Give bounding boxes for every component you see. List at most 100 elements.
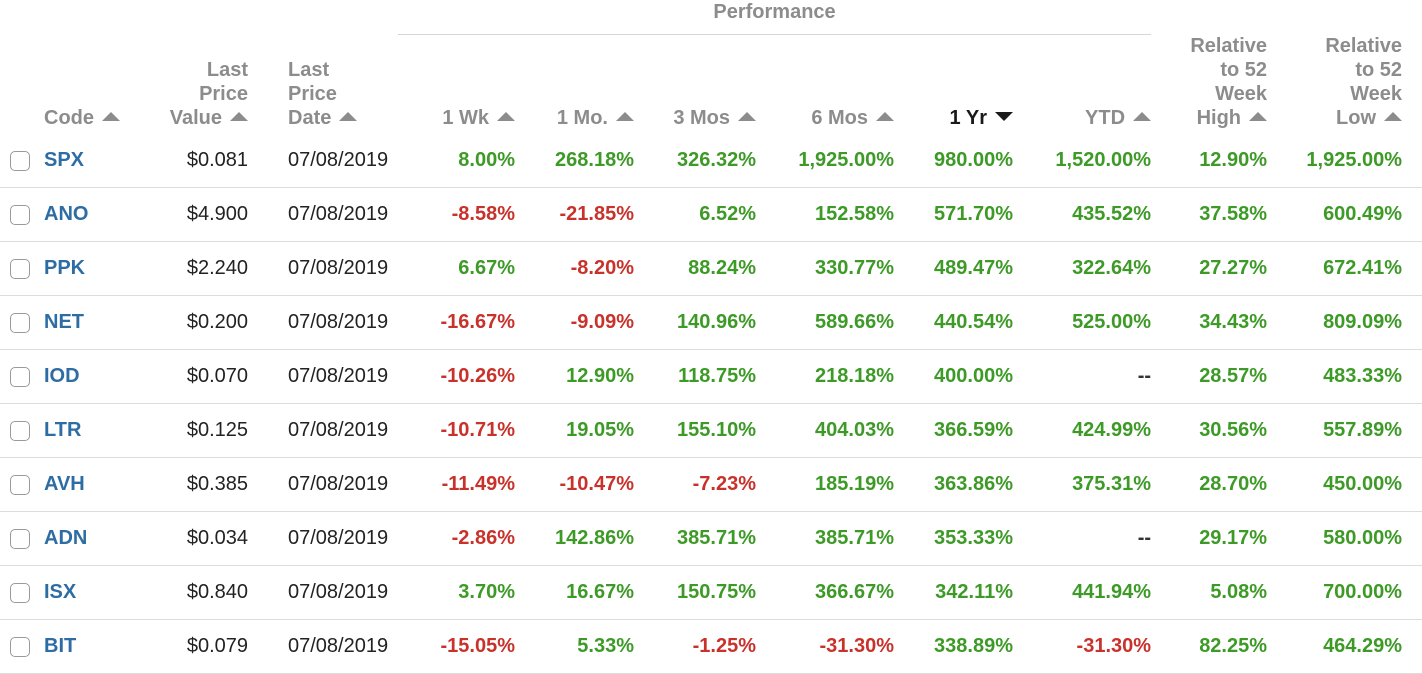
last-price-date-cell: 07/08/2019 — [248, 241, 398, 296]
code-link[interactable]: PPK — [44, 257, 86, 279]
row-checkbox[interactable] — [10, 528, 30, 549]
table-row: BIT $0.079 07/08/2019 -15.05% 5.33% -1.25% -31… — [0, 619, 1422, 674]
col-last-price-date[interactable]: Last Price Date — [248, 34, 398, 134]
sort-up-icon — [616, 112, 634, 122]
row-checkbox[interactable] — [10, 312, 30, 333]
cell-wk1: 8.00% — [398, 134, 515, 188]
col-1mo[interactable]: 1 Mo. — [515, 34, 634, 134]
cell-mo6: 385.71% — [756, 511, 894, 566]
table-row: ADN $0.034 07/08/2019 -2.86% 142.86% 385.71% 3… — [0, 511, 1422, 566]
last-price-value-cell: $0.200 — [134, 295, 248, 350]
cell-mo3: 326.32% — [634, 134, 756, 188]
row-spacer — [1402, 403, 1422, 458]
sort-down-icon — [995, 112, 1013, 122]
code-cell: PPK — [44, 241, 134, 296]
cell-wk1: -2.86% — [398, 511, 515, 566]
col-rel-low[interactable]: Relative to 52 Week Low — [1267, 34, 1403, 134]
code-link[interactable]: ADN — [44, 527, 88, 549]
col-6mos[interactable]: 6 Mos — [756, 34, 894, 134]
code-link[interactable]: IOD — [44, 365, 80, 387]
cell-mo1: 19.05% — [515, 403, 634, 458]
code-link[interactable]: NET — [44, 311, 84, 333]
last-price-date-cell: 07/08/2019 — [248, 349, 398, 404]
table-row: LTR $0.125 07/08/2019 -10.71% 19.05% 155.10% 4… — [0, 403, 1422, 458]
cell-ytd: 424.99% — [1013, 403, 1152, 458]
sort-up-icon — [102, 112, 120, 122]
code-link[interactable]: AVH — [44, 473, 85, 495]
last-price-value-cell: $0.034 — [134, 511, 248, 566]
row-checkbox-cell — [0, 619, 44, 674]
cell-wk1: -15.05% — [398, 619, 515, 674]
cell-mo6: 330.77% — [756, 241, 894, 296]
col-code[interactable]: Code — [44, 34, 134, 134]
cell-wk1: -10.71% — [398, 403, 515, 458]
row-checkbox[interactable] — [10, 258, 30, 279]
cell-low: 464.29% — [1267, 619, 1403, 674]
row-checkbox-cell — [0, 565, 44, 620]
cell-mo3: -7.23% — [634, 457, 756, 512]
code-cell: LTR — [44, 403, 134, 458]
col-code-label: Code — [44, 107, 94, 129]
last-price-value-cell: $2.240 — [134, 241, 248, 296]
row-spacer — [1402, 457, 1422, 512]
cell-ytd: 375.31% — [1013, 457, 1152, 512]
col-last-price-value[interactable]: Last Price Value — [134, 34, 248, 134]
cell-high: 12.90% — [1151, 134, 1268, 188]
row-checkbox[interactable] — [10, 420, 30, 441]
row-spacer — [1402, 565, 1422, 620]
row-checkbox-cell — [0, 511, 44, 566]
code-cell: ADN — [44, 511, 134, 566]
col-3mos[interactable]: 3 Mos — [634, 34, 756, 134]
cell-high: 5.08% — [1151, 565, 1268, 620]
cell-wk1: -11.49% — [398, 457, 515, 512]
sort-up-icon — [230, 112, 248, 122]
row-checkbox-cell — [0, 134, 44, 188]
row-checkbox[interactable] — [10, 474, 30, 495]
row-checkbox-cell — [0, 241, 44, 296]
cell-mo6: 185.19% — [756, 457, 894, 512]
code-link[interactable]: ANO — [44, 203, 89, 225]
row-checkbox[interactable] — [10, 366, 30, 387]
last-price-date-cell: 07/08/2019 — [248, 619, 398, 674]
col-1wk[interactable]: 1 Wk — [398, 34, 515, 134]
col-1wk-label: 1 Wk — [442, 107, 489, 129]
cell-ytd: -- — [1013, 511, 1152, 566]
row-spacer — [1402, 295, 1422, 350]
cell-ytd: 441.94% — [1013, 565, 1152, 620]
table-row: ISX $0.840 07/08/2019 3.70% 16.67% 150.75% 366… — [0, 565, 1422, 620]
code-link[interactable]: BIT — [44, 635, 77, 657]
code-link[interactable]: LTR — [44, 419, 82, 441]
cell-low: 450.00% — [1267, 457, 1403, 512]
cell-low: 1,925.00% — [1267, 134, 1403, 188]
cell-wk1: 3.70% — [398, 565, 515, 620]
cell-mo6: 404.03% — [756, 403, 894, 458]
col-1yr[interactable]: 1 Yr — [894, 34, 1013, 134]
cell-yr1: 440.54% — [894, 295, 1013, 350]
last-price-date-cell: 07/08/2019 — [248, 565, 398, 620]
sort-up-icon — [339, 112, 358, 122]
col-ytd[interactable]: YTD — [1013, 34, 1152, 134]
cell-mo6: 218.18% — [756, 349, 894, 404]
code-cell: AVH — [44, 457, 134, 512]
cell-high: 34.43% — [1151, 295, 1268, 350]
cell-yr1: 366.59% — [894, 403, 1013, 458]
row-checkbox[interactable] — [10, 204, 30, 225]
code-link[interactable]: SPX — [44, 149, 85, 171]
code-link[interactable]: ISX — [44, 581, 77, 603]
row-checkbox[interactable] — [10, 636, 30, 657]
col-rel-high[interactable]: Relative to 52 Week High — [1151, 34, 1268, 134]
cell-high: 28.70% — [1151, 457, 1268, 512]
row-checkbox[interactable] — [10, 582, 30, 603]
last-price-value-cell: $0.070 — [134, 349, 248, 404]
last-price-date-cell: 07/08/2019 — [248, 403, 398, 458]
cell-mo1: 5.33% — [515, 619, 634, 674]
row-checkbox[interactable] — [10, 150, 30, 171]
cell-mo3: 150.75% — [634, 565, 756, 620]
cell-mo6: -31.30% — [756, 619, 894, 674]
cell-high: 30.56% — [1151, 403, 1268, 458]
cell-ytd: 322.64% — [1013, 241, 1152, 296]
cell-ytd: 1,520.00% — [1013, 134, 1152, 188]
cell-low: 600.49% — [1267, 187, 1403, 242]
last-price-date-cell: 07/08/2019 — [248, 457, 398, 512]
cell-yr1: 338.89% — [894, 619, 1013, 674]
